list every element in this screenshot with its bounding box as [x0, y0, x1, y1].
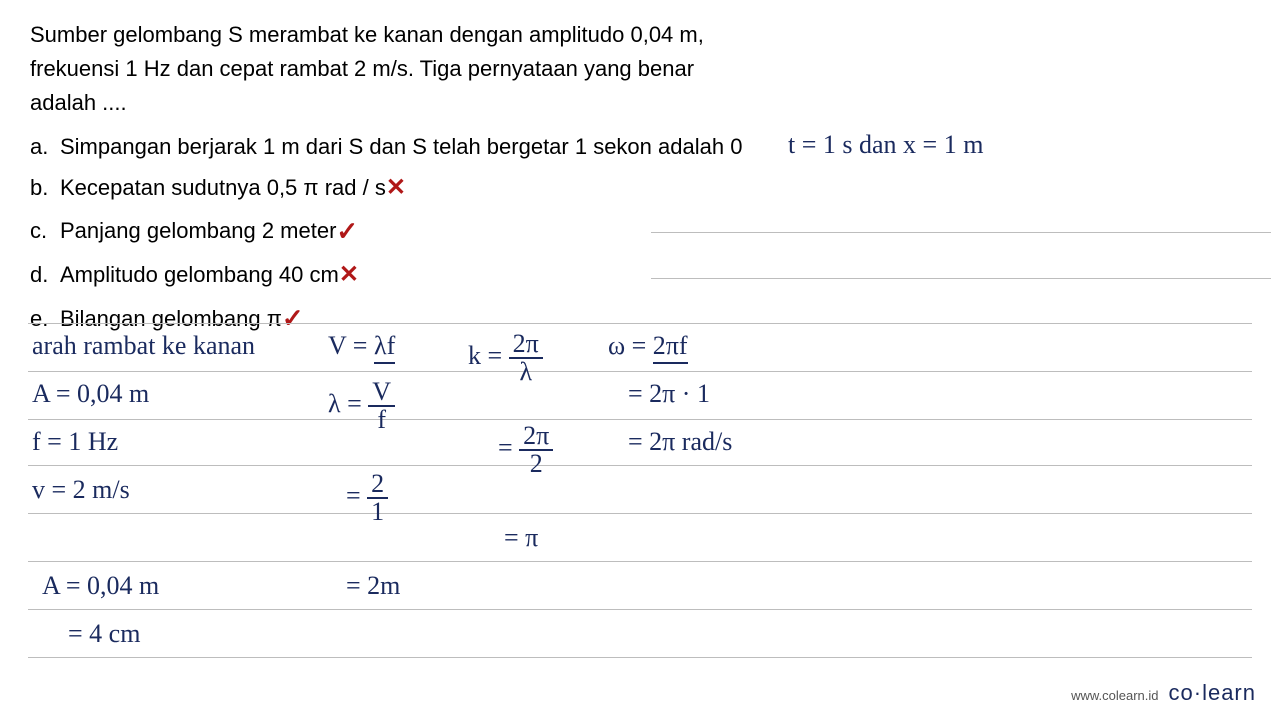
work-amplitude-cm: = 4 cm: [68, 619, 140, 649]
option-d-label: d.: [30, 256, 60, 295]
option-a: a. Simpangan berjarak 1 m dari S dan S t…: [30, 128, 1250, 167]
option-b: b. Kecepatan sudutnya 0,5 π rad / s ✕: [30, 167, 1250, 209]
work-k-eq: k = 2πλ: [468, 331, 543, 385]
work-direction: arah rambat ke kanan: [32, 331, 255, 361]
work-amplitude: A = 0,04 m: [32, 379, 149, 409]
work-velocity: v = 2 m/s: [32, 475, 130, 505]
check-icon: ✓: [282, 296, 304, 342]
work-frequency: f = 1 Hz: [32, 427, 118, 457]
cross-icon: ✕: [386, 167, 406, 209]
work-lambda-calc: = 21: [346, 471, 388, 525]
work-amplitude-2: A = 0,04 m: [42, 571, 159, 601]
option-d: d. Amplitudo gelombang 40 cm ✕: [30, 254, 1250, 296]
footer-url: www.colearn.id: [1071, 688, 1158, 703]
footer: www.colearn.id co·learn: [1071, 680, 1256, 706]
work-k-calc: = 2π2: [498, 423, 553, 477]
option-b-label: b.: [30, 169, 60, 208]
work-omega-result: = 2π rad/s: [628, 427, 732, 457]
option-d-text: Amplitudo gelombang 40 cm: [60, 256, 339, 295]
option-c-text: Panjang gelombang 2 meter: [60, 212, 336, 251]
option-c-label: c.: [30, 212, 60, 251]
option-a-label: a.: [30, 128, 60, 167]
work-v-lambda-f: V = λf: [328, 331, 395, 364]
question-line-3: adalah ....: [30, 86, 730, 120]
option-c: c. Panjang gelombang 2 meter ✓: [30, 209, 1250, 255]
check-icon: ✓: [336, 209, 358, 255]
option-b-text: Kecepatan sudutnya 0,5 π rad / s: [60, 169, 386, 208]
question-line-2: frekuensi 1 Hz dan cepat rambat 2 m/s. T…: [30, 52, 730, 86]
work-omega-eq: ω = 2πf: [608, 331, 688, 364]
question-line-1: Sumber gelombang S merambat ke kanan den…: [30, 18, 730, 52]
cross-icon: ✕: [339, 254, 359, 296]
work-omega-calc: = 2π · 1: [628, 379, 710, 409]
work-k-result: = π: [504, 523, 538, 553]
annotation-option-a: t = 1 s dan x = 1 m: [788, 130, 983, 160]
work-lambda-eq: λ = Vf: [328, 379, 395, 433]
option-a-text: Simpangan berjarak 1 m dari S dan S tela…: [60, 128, 742, 167]
work-lambda-result: = 2m: [346, 571, 400, 601]
footer-brand: co·learn: [1169, 680, 1257, 706]
